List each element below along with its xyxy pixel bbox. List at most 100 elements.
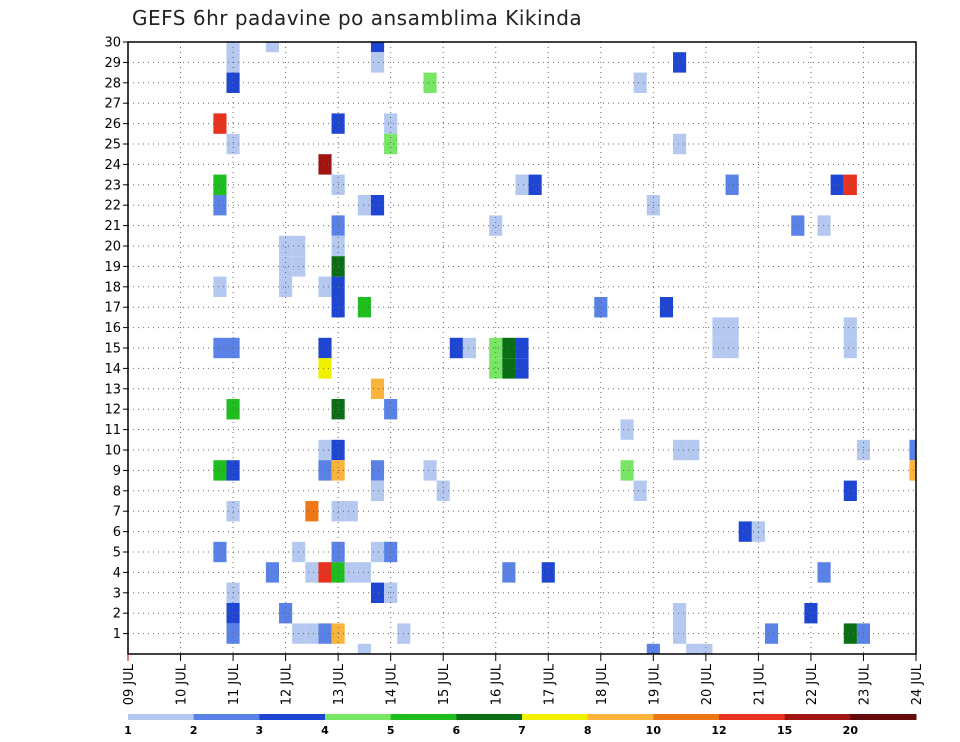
heatmap-cell [213,113,227,134]
x-tick-label: 20 JUL [700,663,715,705]
heatmap-cell [344,501,358,522]
heatmap-cell [633,72,647,93]
heatmap-cell [370,460,385,481]
heatmap-cell [370,480,385,501]
y-tick-label: 11 [104,423,121,438]
legend-swatch [653,714,720,720]
heatmap-cell [305,501,319,522]
heatmap-cell [620,460,634,481]
heatmap-cell [620,419,634,440]
heatmap-cell [843,337,857,359]
legend-label: 6 [453,724,461,737]
heatmap-cell [318,276,332,297]
heatmap-cell [633,480,647,501]
x-tick-label: 23 JUL [857,663,872,705]
heatmap-cell [515,337,529,359]
y-tick-label: 17 [104,301,121,316]
heatmap-cell [738,521,752,542]
y-tick-label: 24 [104,158,121,173]
y-tick-label: 30 [104,36,121,51]
heatmap-cell [279,235,293,257]
y-tick-label: 1 [113,627,121,642]
heatmap-cell [318,439,332,461]
heatmap-cell [462,337,477,359]
x-tick-label: 10 JUL [175,663,190,705]
heatmap-cell [370,195,385,216]
y-tick-label: 29 [104,56,121,71]
heatmap-cell [673,52,687,73]
heatmap-cell [357,562,371,583]
x-tick-label: 09 JUL [122,663,137,705]
legend-label: 2 [190,724,198,737]
heatmap-cell [686,643,700,654]
heatmap-cell [370,541,385,563]
heatmap-cell [659,297,674,318]
y-tick-label: 5 [113,546,121,561]
heatmap-cell [318,358,332,379]
y-tick-label: 16 [104,321,121,336]
heatmap-cell [213,174,227,195]
heatmap-cell [843,174,857,195]
heatmap-cell [725,337,739,359]
x-tick-label: 18 JUL [595,663,610,705]
x-tick-label: 12 JUL [280,663,295,705]
y-tick-label: 3 [113,586,121,601]
heatmap-cell [370,378,385,399]
heatmap-cell [305,623,319,644]
heatmap-cell [357,297,371,318]
heatmap-cell [370,52,385,73]
x-tick-label: 14 JUL [385,663,400,705]
heatmap-cell [673,133,687,155]
x-tick-label: 24 JUL [910,663,925,705]
legend-swatch [128,714,195,720]
x-tick-label: 16 JUL [490,663,505,705]
heatmap-cell [909,460,916,481]
y-tick-label: 13 [104,382,121,397]
heatmap-cell [318,337,332,359]
heatmap-cell [357,643,371,654]
y-tick-label: 18 [104,280,121,295]
legend-swatch [390,714,457,720]
heatmap-cell [830,174,844,195]
chart-title: GEFS 6hr padavine po ansamblima Kikinda [132,6,583,30]
heatmap-cell [843,623,857,644]
x-tick-label: 11 JUL [227,663,242,705]
legend-label: 8 [584,724,592,737]
heatmap-cell [370,582,385,603]
heatmap-cell [817,215,831,236]
legend-swatch [719,714,786,720]
heatmap-cell [305,562,319,583]
x-tick-label: 17 JUL [542,663,557,705]
heatmap-cell [384,133,398,155]
legend-swatch [587,714,654,720]
heatmap-cell [764,623,779,644]
heatmap-cell [384,113,398,134]
heatmap-cell [213,460,227,481]
y-tick-label: 27 [104,97,121,112]
y-tick-label: 12 [104,403,121,418]
heatmap-cell [817,562,831,583]
legend-swatch [850,714,917,720]
y-tick-label: 10 [104,444,121,459]
x-tick-label: 19 JUL [647,663,662,705]
legend-swatch [784,714,851,720]
y-tick-label: 8 [113,484,121,499]
heatmap-cell [213,195,227,216]
heatmap-cell [699,643,713,654]
legend-swatch [522,714,589,720]
heatmap-cell [791,215,805,236]
heatmap-cell [449,337,463,359]
heatmap-cell [515,174,529,195]
y-tick-label: 20 [104,240,121,255]
legend-label: 1 [124,724,132,737]
heatmap-cell [686,439,700,461]
heatmap-cell [725,174,739,195]
y-tick-label: 21 [104,219,121,234]
legend-label: 10 [646,724,662,737]
heatmap-cell [265,42,280,53]
y-tick-label: 25 [104,138,121,153]
y-tick-label: 19 [104,260,121,275]
heatmap-cell [318,460,332,481]
heatmap-cell [279,276,293,297]
y-tick-label: 6 [113,525,121,540]
